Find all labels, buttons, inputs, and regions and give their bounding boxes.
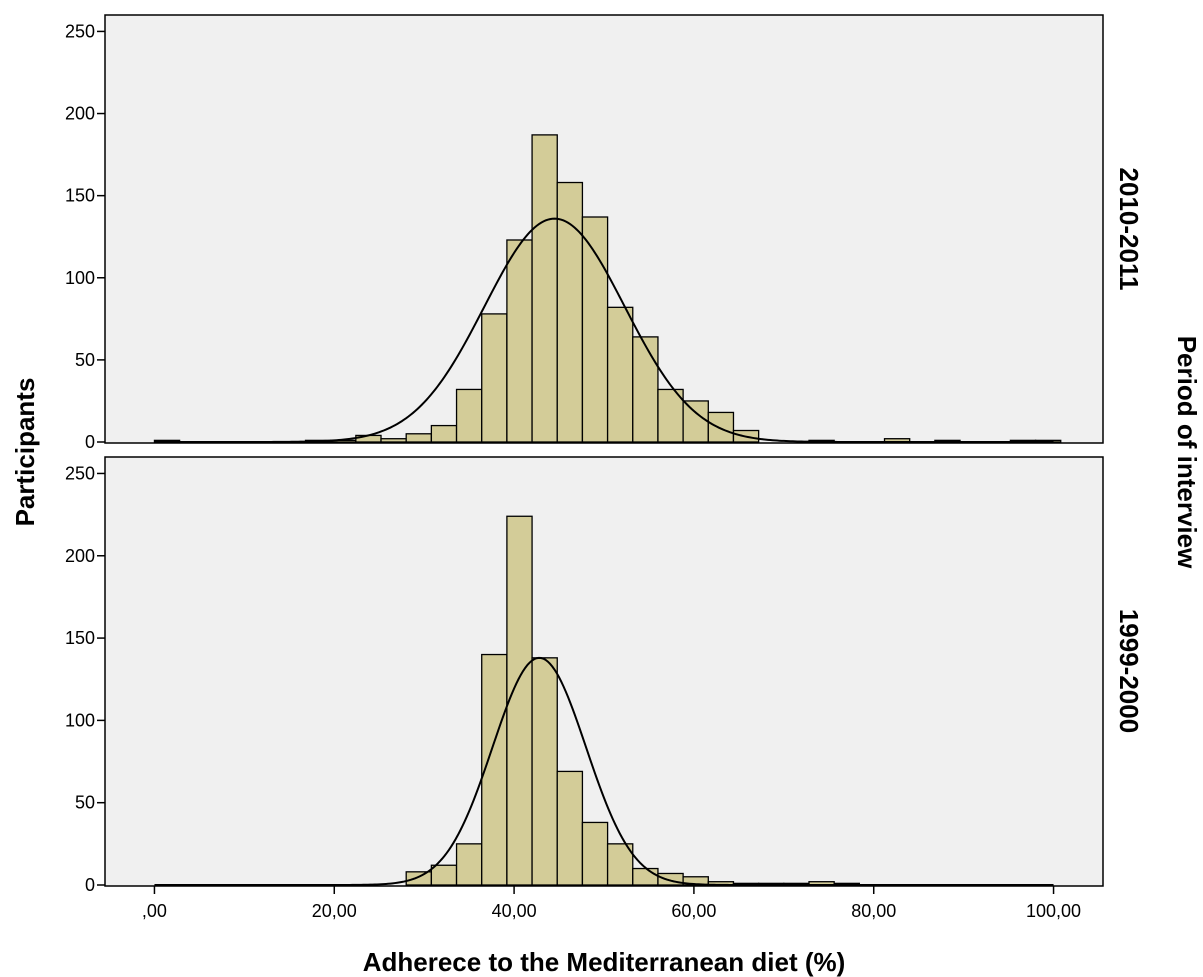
panel-label: 2010-2011 <box>1114 168 1144 291</box>
histogram-bar <box>455 843 483 886</box>
histogram-bar <box>380 438 407 443</box>
histogram-bar <box>632 867 659 886</box>
panel-background <box>104 456 1104 887</box>
x-tick-label: 40,00 <box>492 901 537 921</box>
histogram-bar <box>682 400 709 443</box>
y-tick-label: 100 <box>65 268 95 288</box>
histogram-bar <box>481 313 508 443</box>
histogram-bar <box>606 843 634 886</box>
panel-label: 1999-2000 <box>1114 609 1144 733</box>
y-tick-label: 50 <box>75 350 95 370</box>
y-tick-label: 0 <box>85 875 95 895</box>
y-tick-label: 150 <box>65 186 95 206</box>
histogram-bar <box>506 515 533 886</box>
histogram-bar <box>506 239 533 443</box>
x-axis-title: Adherece to the Mediterranean diet (%) <box>363 947 846 977</box>
histogram-bar <box>581 821 609 886</box>
y-tick-label: 250 <box>65 463 95 483</box>
histogram-bar <box>606 306 634 443</box>
x-tick-label: 20,00 <box>312 901 357 921</box>
histogram-bar <box>455 388 483 443</box>
histogram-bar <box>556 770 584 886</box>
histogram-bar <box>481 653 508 886</box>
x-tick-label: 80,00 <box>851 901 896 921</box>
normal-curve <box>154 217 1054 443</box>
panel-1999-2000: 0 50 100 150 200 250 1999-2000 <box>65 456 1144 895</box>
histogram-bar <box>707 411 735 443</box>
histogram-bar <box>430 424 458 443</box>
histogram-bar <box>581 216 609 443</box>
panel-2010-2011: 0 50 100 150 200 250 2010-2011 <box>65 14 1144 452</box>
histogram-bar <box>405 433 433 443</box>
histogram-bar <box>430 864 458 886</box>
x-tick-label: 60,00 <box>671 901 716 921</box>
x-tick-label: ,00 <box>142 901 167 921</box>
y-tick-label: 200 <box>65 546 95 566</box>
y-tick-label: 50 <box>75 793 95 813</box>
histogram-bar <box>556 181 584 443</box>
y-tick-label: 200 <box>65 104 95 124</box>
histogram-bar <box>405 871 433 886</box>
y-tick-label: 0 <box>85 432 95 452</box>
histogram-bar <box>531 134 558 443</box>
histogram-bar <box>657 388 684 443</box>
histogram-bar <box>632 336 659 443</box>
facet-title: Period of interview <box>1172 336 1202 569</box>
x-axis: ,00 20,00 40,00 60,00 80,00 100,00 <box>142 886 1081 921</box>
y-tick-label: 100 <box>65 710 95 730</box>
y-tick-label: 150 <box>65 628 95 648</box>
x-tick-label: 100,00 <box>1026 901 1081 921</box>
normal-curve <box>154 656 1054 886</box>
y-tick-label: 250 <box>65 21 95 41</box>
histogram-bar <box>531 657 558 886</box>
y-axis-title: Participants <box>10 378 40 527</box>
